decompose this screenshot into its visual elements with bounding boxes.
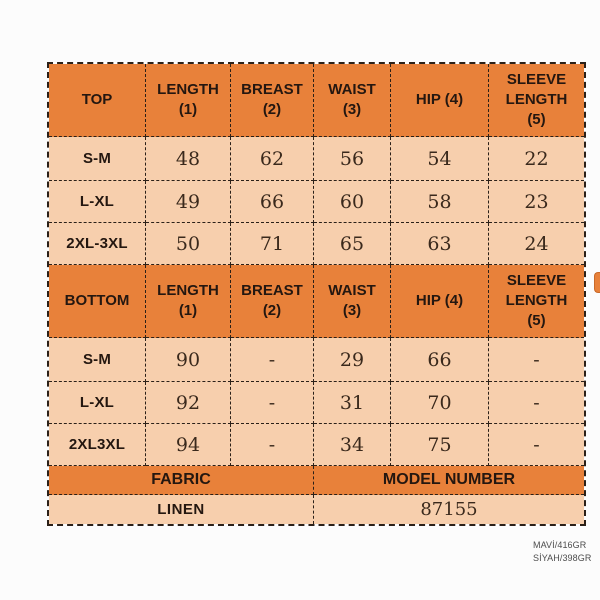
bottom-lxl-waist: 31 [314, 382, 391, 424]
bottom-row-size-label: 2XL3XL [49, 424, 146, 466]
top-sm-sleeve: 22 [489, 137, 584, 181]
top-header-breast: BREAST (2) [231, 64, 314, 137]
bottom-section-header-cell: BOTTOM [49, 265, 146, 338]
bottom-header-waist: WAIST (3) [314, 265, 391, 338]
bottom-2xl3xl-length: 94 [146, 424, 231, 466]
top-lxl-length: 49 [146, 181, 231, 223]
fabric-header-cell: FABRIC [49, 466, 314, 495]
bottom-sm-hip: 66 [391, 338, 489, 382]
top-sm-breast: 62 [231, 137, 314, 181]
bottom-header-hip: HIP (4) [391, 265, 489, 338]
bottom-2xl3xl-waist: 34 [314, 424, 391, 466]
top-header-hip: HIP (4) [391, 64, 489, 137]
top-2xl3xl-length: 50 [146, 223, 231, 265]
top-sm-waist: 56 [314, 137, 391, 181]
top-sm-hip: 54 [391, 137, 489, 181]
cropped-orange-artifact [594, 272, 600, 293]
bottom-2xl3xl-breast: - [231, 424, 314, 466]
bottom-header-breast: BREAST (2) [231, 265, 314, 338]
bottom-lxl-hip: 70 [391, 382, 489, 424]
top-header-length: LENGTH (1) [146, 64, 231, 137]
top-2xl3xl-waist: 65 [314, 223, 391, 265]
top-row-size-label: S-M [49, 137, 146, 181]
model-number-value-cell: 87155 [314, 495, 584, 524]
top-lxl-waist: 60 [314, 181, 391, 223]
top-row-size-label: L-XL [49, 181, 146, 223]
watermark-line-siyah: SİYAH/398GR [533, 553, 592, 563]
top-section-header-cell: TOP [49, 64, 146, 137]
fabric-value-cell: LINEN [49, 495, 314, 524]
size-chart-table: TOP LENGTH (1) BREAST (2) WAIST (3) HIP … [47, 62, 586, 526]
top-lxl-breast: 66 [231, 181, 314, 223]
top-2xl3xl-breast: 71 [231, 223, 314, 265]
bottom-2xl3xl-sleeve: - [489, 424, 584, 466]
bottom-sm-breast: - [231, 338, 314, 382]
bottom-sm-waist: 29 [314, 338, 391, 382]
top-sm-length: 48 [146, 137, 231, 181]
top-header-waist: WAIST (3) [314, 64, 391, 137]
bottom-sm-sleeve: - [489, 338, 584, 382]
top-lxl-hip: 58 [391, 181, 489, 223]
bottom-header-length: LENGTH (1) [146, 265, 231, 338]
bottom-row-size-label: S-M [49, 338, 146, 382]
bottom-lxl-length: 92 [146, 382, 231, 424]
bottom-sm-length: 90 [146, 338, 231, 382]
bottom-lxl-breast: - [231, 382, 314, 424]
top-2xl3xl-hip: 63 [391, 223, 489, 265]
watermark-line-mavi: MAVİ/416GR [533, 540, 587, 550]
top-header-sleeve-length: SLEEVE LENGTH (5) [489, 64, 584, 137]
bottom-header-sleeve-length: SLEEVE LENGTH (5) [489, 265, 584, 338]
model-number-header-cell: MODEL NUMBER [314, 466, 584, 495]
bottom-row-size-label: L-XL [49, 382, 146, 424]
top-row-size-label: 2XL-3XL [49, 223, 146, 265]
color-weight-watermark: MAVİ/416GR SİYAH/398GR [533, 539, 591, 565]
top-2xl3xl-sleeve: 24 [489, 223, 584, 265]
bottom-lxl-sleeve: - [489, 382, 584, 424]
top-lxl-sleeve: 23 [489, 181, 584, 223]
bottom-2xl3xl-hip: 75 [391, 424, 489, 466]
